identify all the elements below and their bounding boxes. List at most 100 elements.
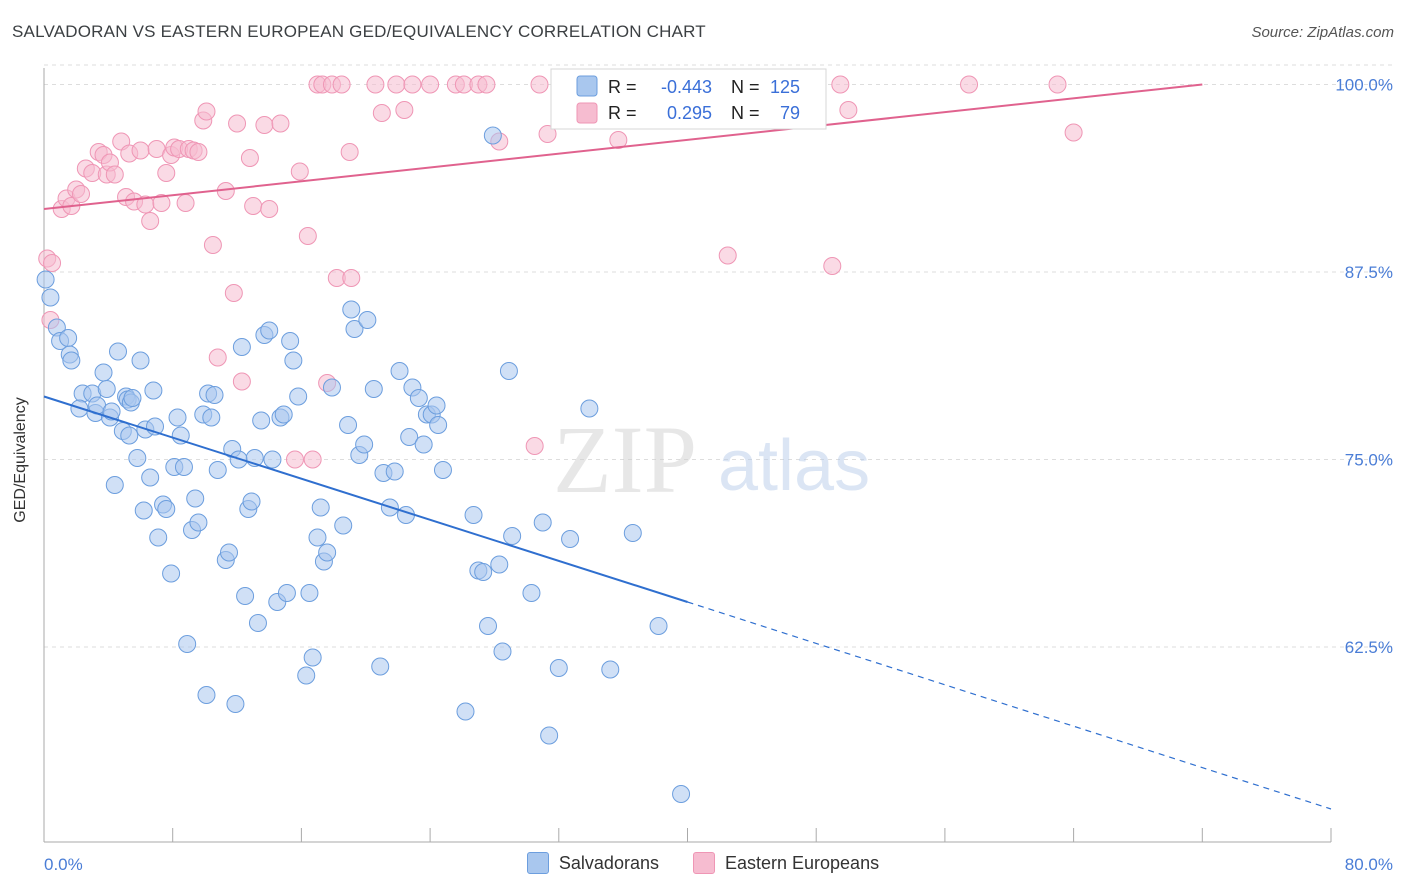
- salvadorans-point: [345, 320, 364, 338]
- legend-item-salvadorans[interactable]: Salvadorans: [526, 852, 659, 874]
- salvadorans-point: [300, 584, 319, 602]
- salvadorans-point: [385, 462, 404, 481]
- salvadorans-point: [322, 378, 341, 397]
- salvadorans-point: [580, 399, 599, 418]
- salvadorans-point: [59, 329, 78, 347]
- stats-r-value-2: 0.295: [667, 103, 712, 123]
- salvadorans-point: [308, 528, 327, 547]
- eastern-europeans-point: [203, 236, 222, 254]
- stats-n-label-1: N =: [731, 77, 760, 97]
- eastern-europeans-point: [189, 143, 208, 161]
- salvadorans-point: [242, 492, 261, 511]
- salvadorans-point: [358, 311, 377, 329]
- eastern-europeans-point: [72, 185, 91, 203]
- eastern-europeans-point: [228, 114, 247, 133]
- salvadorans-point: [41, 288, 60, 307]
- salvadorans-point: [281, 332, 300, 350]
- eastern-europeans-point: [530, 75, 549, 94]
- stats-n-value-2: 79: [780, 103, 800, 123]
- watermark-zip: ZIP: [553, 406, 697, 513]
- eastern-europeans-point: [395, 101, 414, 119]
- eastern-europeans-point: [208, 348, 227, 367]
- eastern-europeans-point: [197, 102, 216, 121]
- salvadorans-point: [561, 530, 580, 548]
- legend-label-salvadorans: Salvadorans: [558, 852, 659, 873]
- eastern-europeans-point: [298, 227, 317, 245]
- salvadorans-point: [157, 500, 176, 518]
- salvadorans-point: [371, 657, 390, 676]
- salvadorans-point: [144, 381, 163, 400]
- salvadorans-point: [174, 458, 193, 476]
- eastern-europeans-point: [823, 257, 842, 275]
- salvadorans-point: [277, 584, 296, 602]
- salvadorans-point: [105, 476, 124, 494]
- salvadorans-point: [220, 543, 239, 562]
- stats-swatch-blue: [576, 75, 598, 97]
- eastern-europeans-point: [342, 269, 361, 287]
- eastern-europeans-point: [372, 104, 391, 122]
- salvadorans-point: [128, 449, 147, 467]
- eastern-europeans-point: [1064, 123, 1083, 142]
- stats-r-label-2: R =: [608, 103, 637, 123]
- salvadorans-point: [490, 555, 509, 574]
- eastern-europeans-point: [271, 114, 290, 133]
- salvadorans-point: [109, 342, 128, 361]
- legend-item-eastern-europeans[interactable]: Eastern Europeans: [692, 852, 879, 874]
- salvadorans-trend-extension: [687, 601, 1332, 810]
- salvadorans-point: [205, 386, 224, 404]
- salvadorans-point: [186, 489, 205, 508]
- salvadorans-point: [672, 785, 691, 803]
- salvadorans-point: [540, 726, 559, 745]
- salvadorans-point: [474, 563, 493, 581]
- eastern-europeans-point: [176, 194, 195, 212]
- eastern-europeans-point: [224, 284, 243, 302]
- salvadorans-point: [334, 516, 353, 535]
- legend-swatch-salvadorans: [526, 852, 549, 874]
- salvadorans-point: [318, 543, 337, 562]
- eastern-europeans-point: [260, 200, 279, 218]
- salvadorans-point: [134, 501, 153, 520]
- salvadorans-point: [120, 426, 139, 445]
- salvadorans-point: [248, 614, 267, 632]
- salvadorans-point: [149, 528, 168, 547]
- salvadorans-point: [427, 396, 446, 415]
- salvadorans-point: [429, 416, 448, 434]
- salvadorans-point: [226, 695, 245, 713]
- eastern-europeans-point: [960, 75, 979, 94]
- eastern-europeans-point: [255, 116, 274, 134]
- eastern-europeans-point: [290, 162, 309, 181]
- eastern-europeans-point: [285, 450, 304, 469]
- salvadorans-point: [289, 387, 308, 406]
- salvadorans-point: [197, 686, 216, 704]
- salvadorans-point: [202, 408, 221, 427]
- axes: [43, 68, 1332, 843]
- stats-r-label-1: R =: [608, 77, 637, 97]
- eastern-europeans-point: [403, 75, 422, 94]
- legend-swatch-eastern-europeans: [692, 852, 715, 874]
- eastern-europeans-point: [141, 212, 160, 230]
- eastern-europeans-point: [387, 75, 406, 94]
- eastern-europeans-point: [718, 246, 737, 265]
- salvadorans-point: [433, 461, 452, 479]
- stats-swatch-pink: [576, 102, 598, 124]
- stats-r-value-1: -0.443: [661, 77, 712, 97]
- eastern-europeans-point: [1048, 75, 1067, 94]
- salvadorans-point: [533, 513, 552, 532]
- salvadorans-point: [297, 666, 316, 685]
- eastern-europeans-point: [525, 437, 544, 455]
- x-tick-label: 80.0%: [1345, 855, 1393, 874]
- salvadorans-point: [456, 702, 475, 721]
- salvadorans-point: [236, 587, 255, 605]
- salvadorans-point: [62, 351, 81, 370]
- stats-n-value-1: 125: [770, 77, 800, 97]
- salvadorans-point: [479, 617, 498, 635]
- eastern-europeans-point: [421, 75, 440, 94]
- salvadorans-point: [623, 524, 642, 542]
- y-tick-label: 75.0%: [1345, 451, 1393, 470]
- eastern-europeans-point: [232, 372, 251, 391]
- salvadorans-point: [522, 584, 541, 602]
- y-tick-label: 100.0%: [1335, 76, 1393, 95]
- salvadorans-point: [189, 513, 208, 532]
- salvadorans-point: [208, 461, 227, 479]
